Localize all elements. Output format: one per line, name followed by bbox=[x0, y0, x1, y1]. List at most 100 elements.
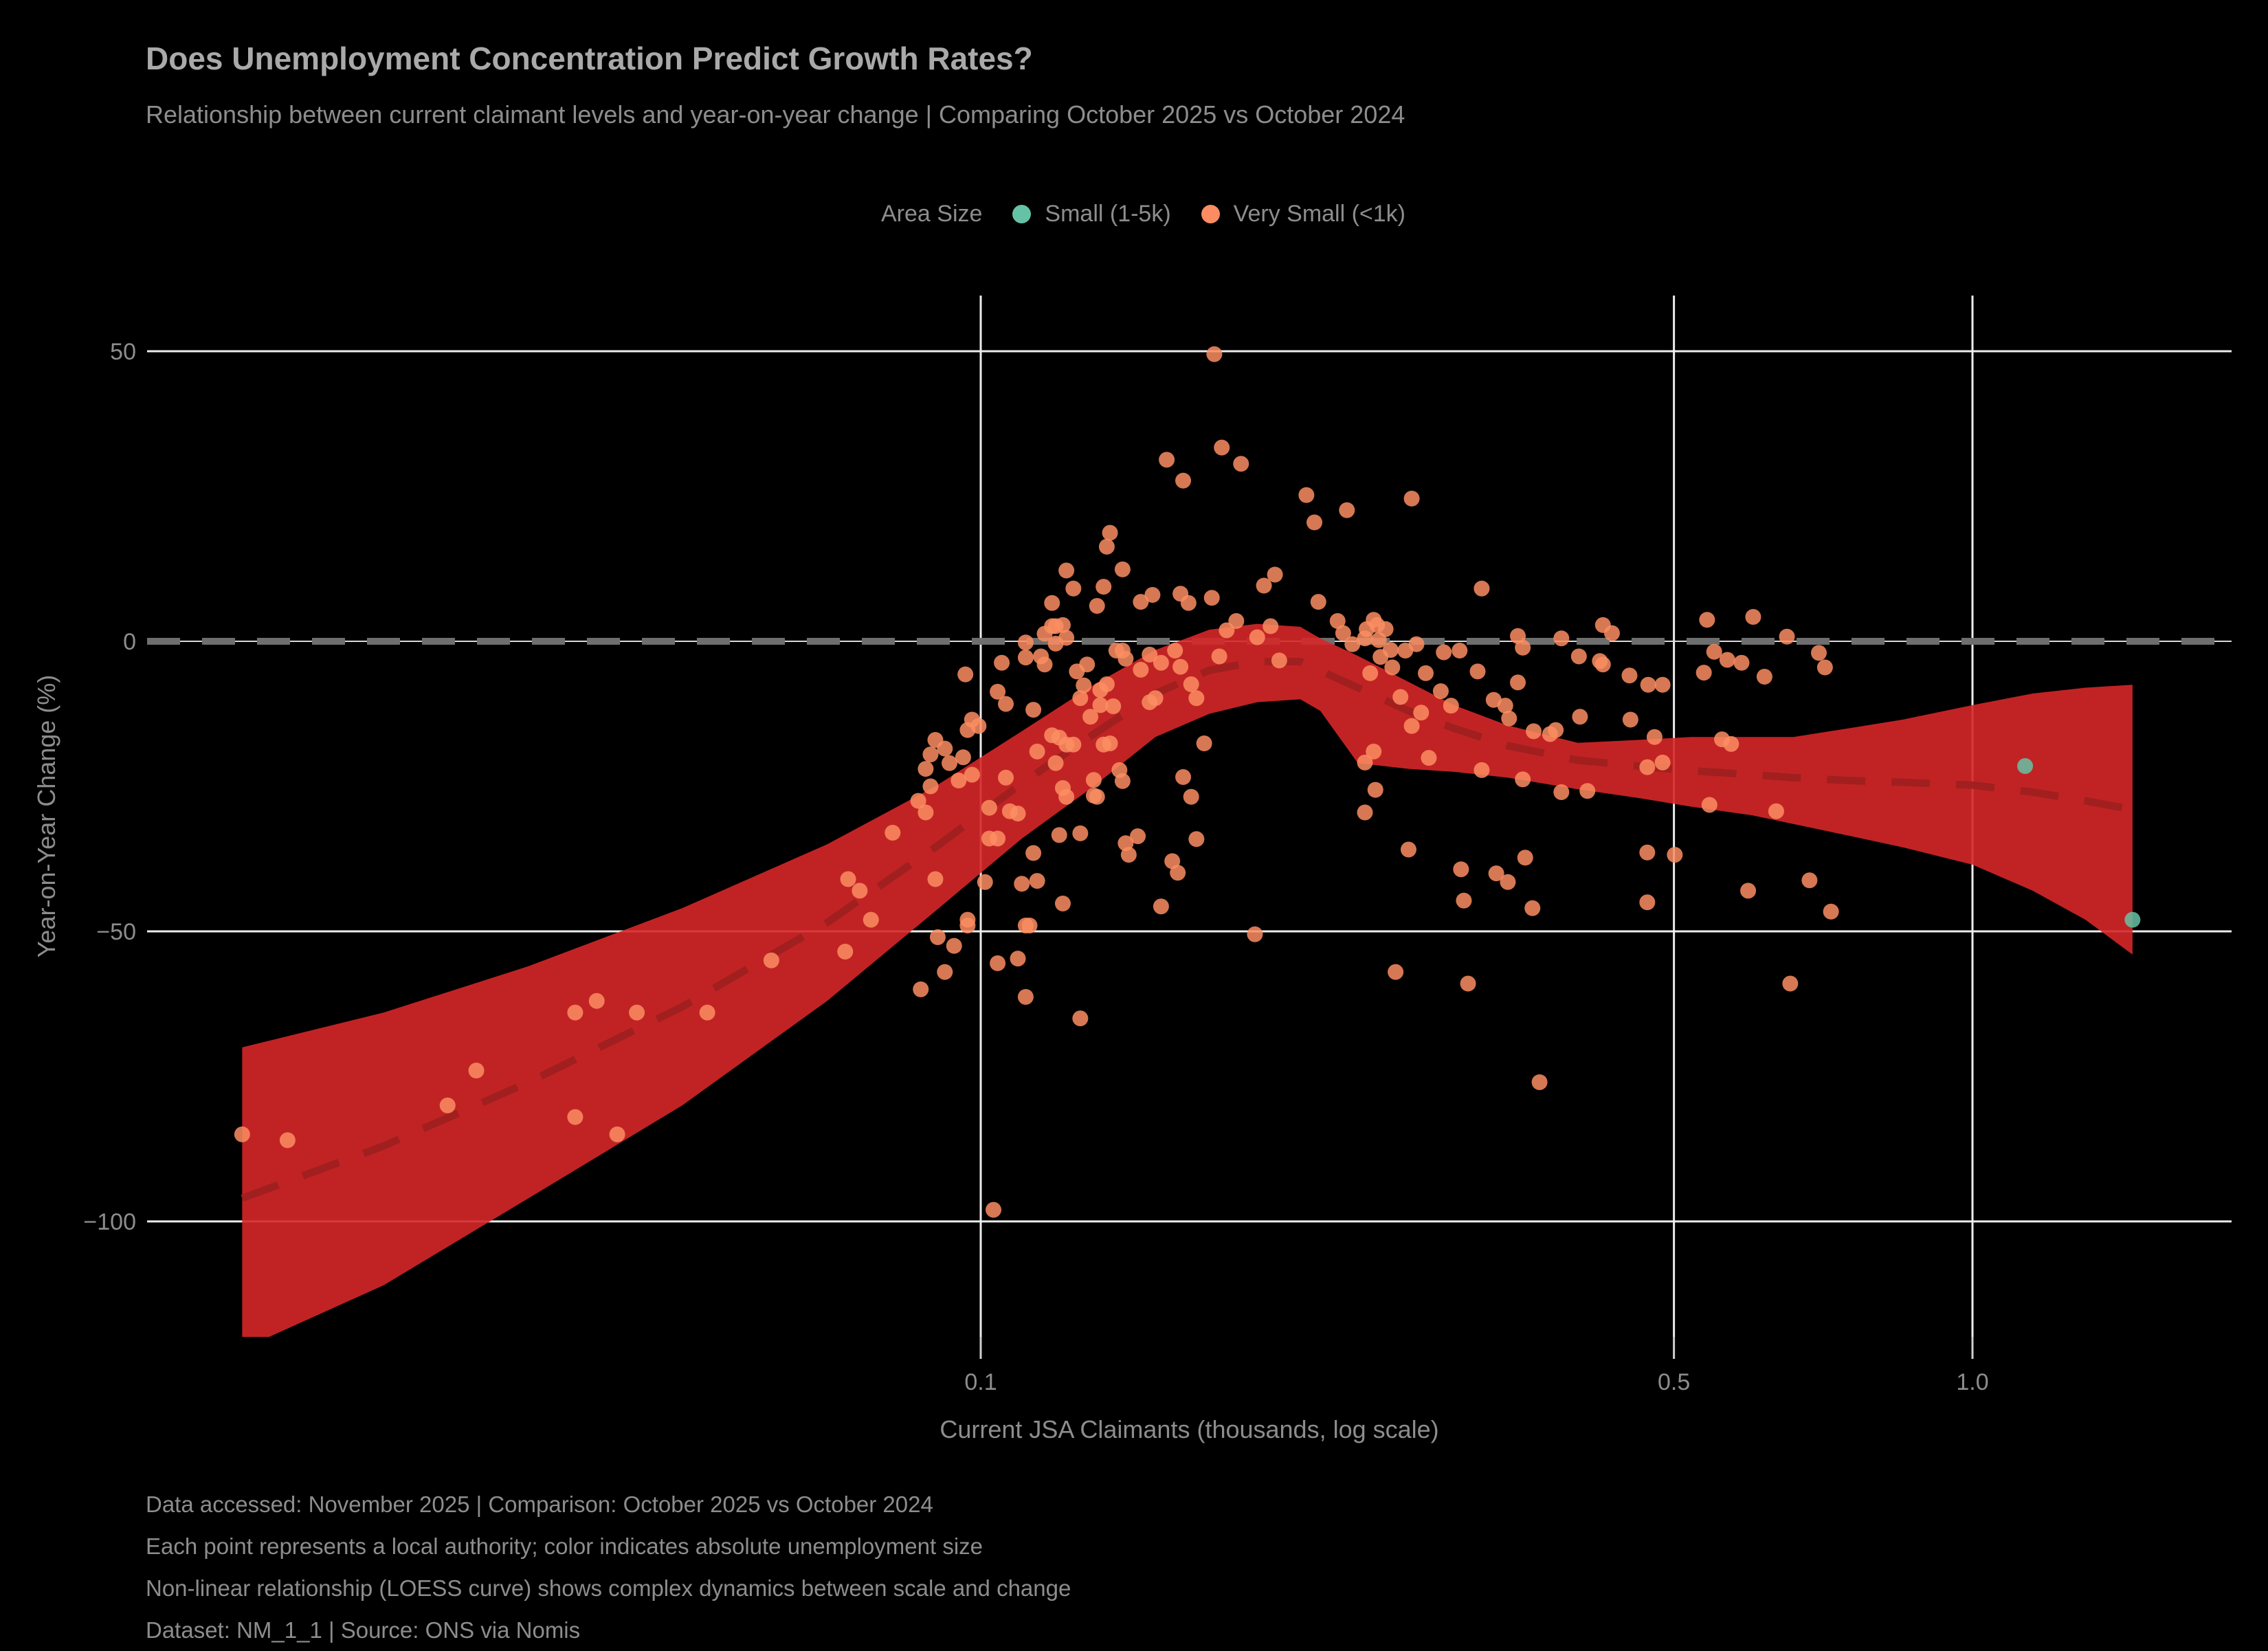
data-point bbox=[1719, 652, 1735, 668]
footer-line-4: Dataset: NM_1_1 | Source: ONS via Nomis bbox=[146, 1617, 581, 1643]
data-point bbox=[1639, 844, 1656, 861]
series-small-1-5k- bbox=[2017, 757, 2141, 928]
data-point bbox=[950, 773, 967, 789]
data-point bbox=[1357, 754, 1373, 771]
data-point bbox=[922, 746, 939, 763]
data-point bbox=[1120, 847, 1137, 863]
data-point bbox=[1756, 668, 1772, 685]
data-point bbox=[567, 1004, 583, 1021]
data-point bbox=[1344, 636, 1361, 652]
data-point bbox=[1733, 654, 1750, 671]
data-point bbox=[1469, 663, 1486, 680]
legend-item-small[interactable]: Small (1-5k) bbox=[1012, 201, 1171, 228]
data-point bbox=[1183, 788, 1199, 805]
data-point bbox=[1096, 579, 1112, 595]
footer-line-2: Each point represents a local authority;… bbox=[146, 1533, 983, 1559]
data-point bbox=[1432, 683, 1449, 700]
legend-item-very-small[interactable]: Very Small (<1k) bbox=[1201, 201, 1405, 228]
data-point bbox=[2017, 757, 2034, 774]
data-point bbox=[1517, 850, 1533, 866]
data-point bbox=[1443, 698, 1459, 714]
data-point bbox=[937, 740, 953, 757]
data-point bbox=[1413, 705, 1430, 721]
data-point bbox=[964, 711, 980, 728]
data-point bbox=[1233, 456, 1249, 472]
data-point bbox=[1183, 676, 1199, 692]
x-tick-label: 0.5 bbox=[1658, 1369, 1690, 1395]
data-point bbox=[1170, 865, 1186, 881]
data-point bbox=[1029, 743, 1045, 760]
small-series-dot-icon bbox=[1012, 205, 1032, 223]
y-axis: 50 0 −50 −100 bbox=[83, 339, 136, 1235]
data-point bbox=[922, 778, 939, 795]
y-tick-label: 50 bbox=[110, 339, 136, 365]
y-axis-title: Year-on-Year Change (%) bbox=[32, 675, 60, 958]
data-point bbox=[1525, 723, 1542, 740]
data-point bbox=[2124, 911, 2141, 928]
data-point bbox=[1142, 646, 1158, 663]
data-point bbox=[837, 944, 854, 960]
data-point bbox=[955, 749, 971, 766]
data-point bbox=[1188, 690, 1205, 707]
y-tick-label: −50 bbox=[96, 919, 136, 945]
data-point bbox=[1801, 872, 1818, 889]
data-point bbox=[1384, 659, 1401, 676]
data-point bbox=[1167, 643, 1183, 659]
data-point bbox=[1696, 665, 1712, 681]
data-point bbox=[1206, 346, 1223, 362]
data-point bbox=[1357, 804, 1373, 821]
data-point bbox=[1214, 439, 1230, 456]
data-point bbox=[863, 911, 879, 928]
data-point bbox=[1249, 629, 1265, 645]
footer-line-1: Data accessed: November 2025 | Compariso… bbox=[146, 1492, 933, 1517]
data-point bbox=[1025, 845, 1042, 861]
data-point bbox=[981, 799, 997, 816]
data-point bbox=[1082, 709, 1099, 725]
data-point bbox=[1366, 743, 1382, 760]
data-point bbox=[1456, 892, 1472, 909]
data-point bbox=[1501, 710, 1517, 727]
data-point bbox=[1474, 762, 1490, 778]
data-point bbox=[1029, 873, 1045, 889]
data-point bbox=[1089, 598, 1105, 614]
data-point bbox=[567, 1109, 583, 1125]
data-point bbox=[1768, 803, 1784, 819]
data-point bbox=[1133, 661, 1149, 678]
data-point bbox=[990, 955, 1006, 971]
data-point bbox=[852, 883, 868, 899]
data-point bbox=[234, 1126, 250, 1142]
data-point bbox=[1823, 903, 1839, 920]
data-point bbox=[1699, 612, 1715, 628]
data-point bbox=[1256, 577, 1272, 594]
data-point bbox=[1267, 566, 1283, 583]
data-point bbox=[1362, 665, 1379, 681]
data-point bbox=[1310, 594, 1326, 610]
data-point bbox=[990, 683, 1006, 700]
data-point bbox=[959, 918, 976, 934]
data-point bbox=[1621, 667, 1638, 684]
data-point bbox=[629, 1004, 645, 1021]
data-point bbox=[1594, 656, 1611, 673]
data-point bbox=[1147, 690, 1164, 707]
data-point bbox=[1072, 690, 1089, 707]
legend-title: Area Size bbox=[881, 201, 983, 227]
data-point bbox=[1403, 718, 1420, 734]
data-point bbox=[1816, 659, 1833, 676]
data-point bbox=[1054, 895, 1071, 911]
data-point bbox=[1175, 768, 1192, 785]
data-point bbox=[1058, 788, 1075, 805]
data-point bbox=[1723, 735, 1739, 752]
data-point bbox=[946, 938, 962, 954]
data-point bbox=[885, 825, 901, 841]
data-point bbox=[1453, 861, 1469, 878]
data-point bbox=[1247, 926, 1263, 942]
data-point bbox=[913, 981, 929, 997]
data-point bbox=[1072, 825, 1089, 841]
data-point bbox=[1639, 759, 1656, 775]
data-point bbox=[957, 666, 974, 683]
data-point bbox=[1021, 918, 1038, 934]
data-point bbox=[918, 761, 934, 777]
data-point bbox=[1515, 771, 1531, 788]
gridlines bbox=[147, 296, 2232, 1337]
